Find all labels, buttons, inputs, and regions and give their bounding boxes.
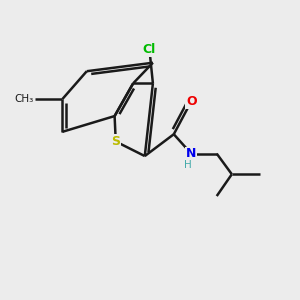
Text: Cl: Cl [143, 43, 156, 56]
Text: H: H [184, 160, 192, 170]
Text: S: S [111, 135, 120, 148]
Text: CH₃: CH₃ [14, 94, 33, 104]
Text: O: O [186, 95, 196, 108]
Text: N: N [186, 147, 196, 160]
